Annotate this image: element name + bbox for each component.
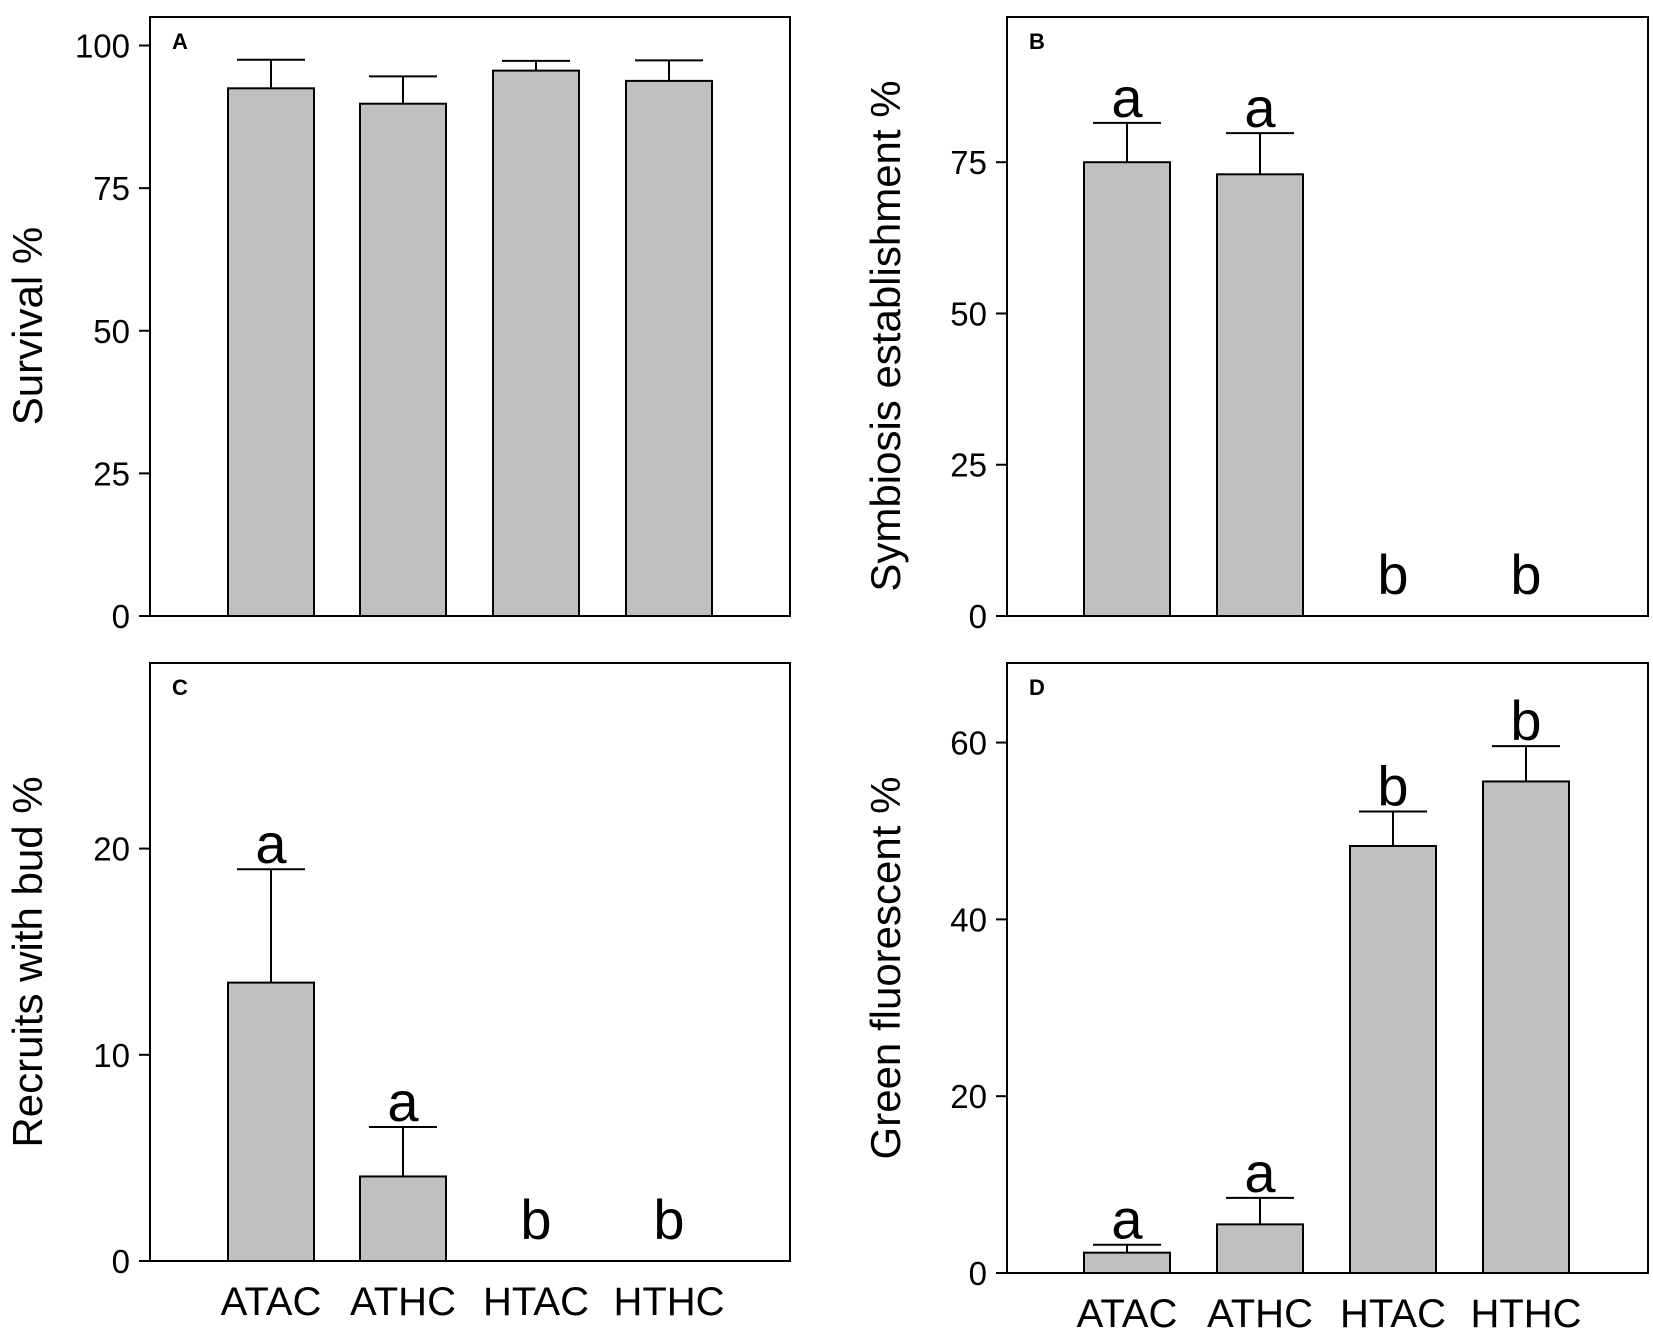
category-label-d-atac: ATAC <box>1077 1292 1178 1336</box>
panel-a: A 0 25 50 75 100 Survival % <box>4 16 791 635</box>
panel-d-ytick-label-20: 20 <box>950 1078 987 1115</box>
panel-a-ylabel: Survival % <box>4 227 51 425</box>
bar-d-hthc <box>1482 780 1570 1274</box>
panel-a-letter: A <box>172 29 188 54</box>
panel-b-ytick-label-0: 0 <box>969 598 987 635</box>
bar-a-hthc <box>625 79 713 618</box>
panel-d-ytick-label-40: 40 <box>950 901 987 938</box>
panel-d-frame <box>1006 662 1649 1274</box>
panel-b-ytick-label-25: 25 <box>950 447 987 484</box>
panel-a-ytick-label-0: 0 <box>112 598 130 635</box>
sig-letter-b-htac: b <box>1377 543 1408 606</box>
panel-b: B 0 25 50 75 Symbiosis establishment % a a b b <box>862 16 1649 635</box>
panel-d-ylabel: Green fluorescent % <box>862 777 909 1160</box>
category-label-d-hthc: HTHC <box>1470 1292 1581 1336</box>
category-label-d-htac: HTAC <box>1340 1292 1446 1336</box>
panel-b-ytick-label-50: 50 <box>950 295 987 332</box>
panel-a-ytick-label-100: 100 <box>75 28 130 65</box>
sig-letter-b-hthc: b <box>1510 543 1541 606</box>
panel-d-ytick-label-60: 60 <box>950 725 987 762</box>
sig-letter-d-htac: b <box>1377 755 1408 818</box>
panel-a-ytick-label-50: 50 <box>93 313 130 350</box>
bar-a-atac <box>227 87 315 618</box>
category-label-c-hthc: HTHC <box>613 1280 724 1324</box>
bar-d-atac <box>1083 1251 1171 1274</box>
category-label-d-athc: ATHC <box>1207 1292 1313 1336</box>
panel-a-ytick-label-25: 25 <box>93 455 130 492</box>
sig-letter-c-athc: a <box>387 1070 419 1133</box>
sig-letter-d-hthc: b <box>1510 689 1541 752</box>
sig-letter-d-athc: a <box>1244 1141 1276 1204</box>
panel-c-ylabel: Recruits with bud % <box>4 776 51 1147</box>
panel-d-ytick-label-0: 0 <box>969 1255 987 1292</box>
bar-d-htac <box>1349 845 1437 1274</box>
sig-letter-b-athc: a <box>1244 76 1276 139</box>
sig-letter-c-hthc: b <box>653 1188 684 1251</box>
bar-b-athc <box>1216 173 1304 617</box>
sig-letter-c-htac: b <box>520 1188 551 1251</box>
panel-b-ylabel: Symbiosis establishment % <box>862 80 909 591</box>
bar-a-htac <box>492 69 580 618</box>
panel-b-letter: B <box>1029 29 1045 54</box>
bar-b-atac <box>1083 161 1171 617</box>
category-label-c-htac: HTAC <box>483 1280 589 1324</box>
panel-b-frame <box>1006 16 1649 617</box>
panel-c: C 0 10 20 Recruits with bud % a ATAC a ATHC b HTAC… <box>4 662 791 1324</box>
bar-c-atac <box>227 981 315 1262</box>
panel-b-ytick-label-75: 75 <box>950 144 987 181</box>
sig-letter-c-atac: a <box>255 812 287 875</box>
sig-letter-d-atac: a <box>1111 1188 1143 1251</box>
bar-d-athc <box>1216 1223 1304 1275</box>
sig-letter-b-atac: a <box>1111 66 1143 129</box>
panel-a-ytick-label-75: 75 <box>93 170 130 207</box>
panel-c-frame <box>149 662 791 1262</box>
category-label-c-atac: ATAC <box>221 1280 322 1324</box>
panel-c-ytick-label-0: 0 <box>112 1243 130 1280</box>
bar-a-athc <box>359 102 447 617</box>
bar-c-athc <box>359 1175 447 1263</box>
panel-c-ytick-label-20: 20 <box>93 831 130 868</box>
panel-d-letter: D <box>1029 675 1045 700</box>
panel-c-letter: C <box>172 675 188 700</box>
category-label-c-athc: ATHC <box>350 1280 456 1324</box>
panel-c-ytick-label-10: 10 <box>93 1037 130 1074</box>
panel-d: D 0 20 40 60 Green fluorescent % a ATAC a ATHC b HT… <box>862 662 1649 1336</box>
panel-a-frame <box>149 16 791 617</box>
